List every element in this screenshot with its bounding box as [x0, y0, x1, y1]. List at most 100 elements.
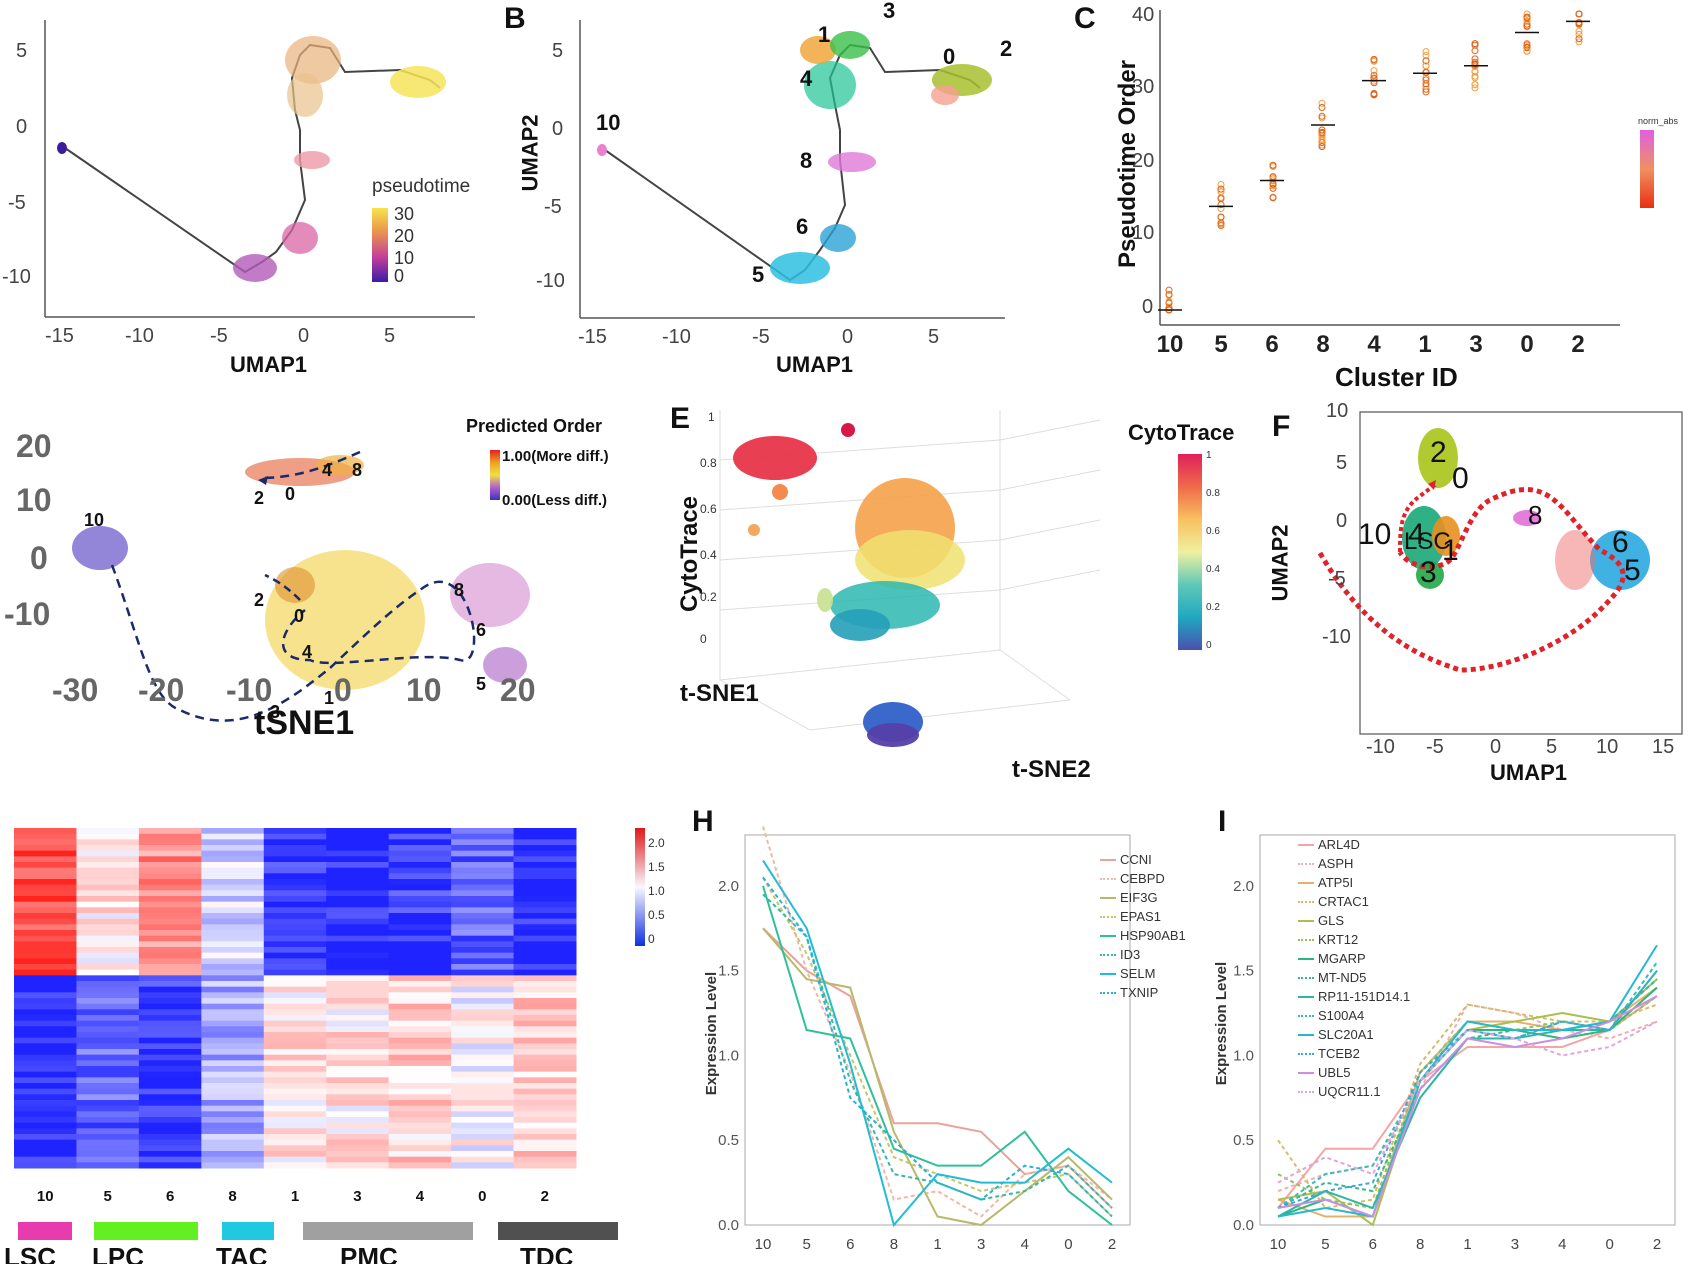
legend-label: EIF3G	[1120, 890, 1158, 905]
heatmap-cell	[263, 930, 327, 937]
heatmap-cell	[513, 1037, 577, 1044]
data-point	[1575, 10, 1583, 18]
panel-b-xlabel: UMAP1	[776, 352, 854, 377]
legend-item: ATP5I	[1298, 873, 1448, 892]
heatmap-cell	[513, 1043, 577, 1050]
heatmap-cell	[513, 986, 577, 993]
heatmap-cell	[138, 924, 202, 931]
cluster-label: 2	[1000, 36, 1013, 61]
legend-item: UQCR11.1	[1298, 1082, 1448, 1101]
heatmap-cell	[263, 992, 327, 999]
data-point	[1370, 71, 1378, 79]
heatmap-cell	[14, 907, 77, 914]
heatmap-cell	[201, 1009, 265, 1016]
heatmap-cell	[138, 947, 202, 954]
heatmap-cell	[138, 1105, 202, 1112]
heatmap-cell	[14, 1117, 77, 1124]
heatmap-cell	[388, 890, 452, 897]
heatmap-cell	[326, 992, 390, 999]
heatmap-cell	[14, 924, 77, 931]
heatmap-cell	[326, 1111, 390, 1118]
heatmap-cell	[388, 1060, 452, 1067]
heatmap-cell	[138, 850, 202, 857]
heatmap-cell	[76, 1100, 140, 1107]
heatmap-cell	[76, 884, 140, 891]
legend-swatch	[1298, 1071, 1314, 1074]
heatmap-cell	[451, 896, 515, 903]
heatmap-cell	[138, 896, 202, 903]
legend-label: UQCR11.1	[1318, 1084, 1381, 1099]
data-point	[1217, 188, 1225, 196]
series-line	[762, 876, 1113, 1218]
heatmap-cell	[388, 1145, 452, 1152]
legend-tick: 20	[394, 226, 415, 246]
heatmap-cell	[263, 1032, 327, 1039]
heatmap-cell	[326, 1026, 390, 1033]
heatmap-cell	[14, 828, 77, 835]
heatmap-cell	[138, 913, 202, 920]
heatmap-cell	[388, 930, 452, 937]
heatmap-cell	[138, 856, 202, 863]
heatmap-cell	[138, 1043, 202, 1050]
y-tick: 2.0	[718, 878, 739, 895]
heatmap-cell	[513, 1026, 577, 1033]
annotation: 5	[1624, 554, 1641, 587]
heatmap-cell	[201, 947, 265, 954]
heatmap-cell	[138, 1032, 202, 1039]
data-point	[1318, 128, 1326, 136]
heatmap-cell	[138, 1145, 202, 1152]
heatmap-cell	[263, 969, 327, 976]
heatmap-cell	[263, 1134, 327, 1141]
data-point	[1523, 10, 1531, 18]
heatmap-cell	[138, 981, 202, 988]
y-tick: 2.0	[1233, 878, 1254, 895]
stage-bar-lsc	[18, 1222, 72, 1240]
heatmap-cell	[326, 930, 390, 937]
heatmap-cell	[201, 1105, 265, 1112]
x-tick: 0	[1490, 736, 1502, 758]
heatmap-cell	[326, 998, 390, 1005]
heatmap-cell	[388, 975, 452, 982]
heatmap-cell	[326, 1060, 390, 1067]
heatmap-cell	[326, 856, 390, 863]
category-label: 3	[1469, 331, 1482, 358]
y-tick: 10	[1326, 400, 1349, 422]
heatmap-cell	[263, 873, 327, 880]
legend-label: ID3	[1120, 947, 1141, 962]
heatmap-cell	[513, 862, 577, 869]
heatmap-cell	[326, 1015, 390, 1022]
heatmap-cell	[326, 1134, 390, 1141]
heatmap-cell	[263, 981, 327, 988]
heatmap-cell	[388, 1032, 452, 1039]
x-tick: 0	[1605, 1236, 1613, 1253]
heatmap-cell	[76, 1117, 140, 1124]
heatmap-cell	[14, 913, 77, 920]
heatmap-cell	[14, 845, 77, 852]
column-label: 10	[36, 1188, 54, 1205]
column-label: 2	[540, 1188, 549, 1205]
heatmap-cell	[451, 1151, 515, 1158]
heatmap-cell	[138, 1060, 202, 1067]
heatmap-cell	[451, 1100, 515, 1107]
heatmap-cell	[14, 1037, 77, 1044]
heatmap-cell	[388, 867, 452, 874]
panel-e-label: E	[670, 402, 691, 435]
heatmap-cell	[388, 1156, 452, 1163]
heatmap-cell	[76, 1151, 140, 1158]
heatmap-cell	[76, 992, 140, 999]
heatmap-cell	[138, 930, 202, 937]
cluster-label: 0	[294, 606, 305, 626]
heatmap-cell	[201, 1111, 265, 1118]
heatmap-cell	[263, 913, 327, 920]
heatmap-cell	[326, 1162, 390, 1169]
legend-item: KRT12	[1298, 930, 1448, 949]
legend-label: TCEB2	[1318, 1046, 1360, 1061]
heatmap-cell	[326, 1003, 390, 1010]
heatmap-cell	[451, 992, 515, 999]
cluster-label: 6	[796, 214, 809, 239]
stage-label: LPC	[92, 1244, 144, 1264]
heatmap-cell	[76, 1088, 140, 1095]
data-point	[1422, 85, 1430, 93]
panel-a-cells	[57, 36, 446, 282]
legend-item: SELM	[1100, 964, 1210, 983]
